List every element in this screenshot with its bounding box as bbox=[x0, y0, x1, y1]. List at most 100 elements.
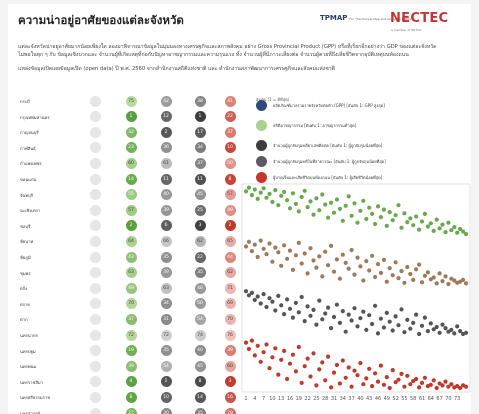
rank-dot bbox=[89, 407, 101, 414]
scatter-point bbox=[411, 223, 416, 228]
tpmap-logo-text: TPMAP bbox=[320, 14, 348, 22]
scatter-point bbox=[408, 271, 413, 277]
rank-dot bbox=[89, 126, 101, 138]
scatter-point bbox=[340, 252, 345, 257]
scatter-point bbox=[390, 273, 395, 278]
scatter-point bbox=[273, 308, 278, 313]
scatter-point bbox=[273, 346, 278, 351]
rank-dot: 57 bbox=[224, 189, 236, 201]
province-name: ชัยภูมิ bbox=[20, 255, 31, 260]
scatter-point bbox=[337, 276, 342, 281]
scatter-point bbox=[296, 310, 301, 315]
scatter-point bbox=[279, 303, 284, 308]
province-name: ชลบุรี bbox=[20, 223, 31, 229]
rank-dot bbox=[89, 282, 101, 294]
province-name: กรุงเทพมหานคร bbox=[20, 114, 50, 120]
scatter-point bbox=[282, 243, 287, 248]
scatter-point bbox=[443, 230, 448, 235]
scatter-point bbox=[428, 221, 433, 226]
scatter-point bbox=[346, 312, 351, 317]
scatter-point bbox=[299, 380, 304, 385]
rank-dot: 3 bbox=[194, 220, 206, 232]
scatter-point bbox=[308, 199, 313, 204]
scatter-point bbox=[364, 327, 369, 332]
rank-dot: 43 bbox=[125, 251, 137, 263]
scatter-point bbox=[323, 202, 328, 207]
rank-dot: 45 bbox=[194, 189, 206, 201]
rank-dot: 39 bbox=[224, 345, 236, 357]
scatter-point bbox=[396, 323, 401, 328]
scatter-point bbox=[461, 229, 466, 234]
scatter-point bbox=[437, 271, 442, 276]
scatter-point bbox=[270, 299, 275, 304]
scatter-point bbox=[329, 243, 334, 248]
scatter-point bbox=[387, 385, 392, 391]
scatter-point bbox=[279, 263, 284, 268]
scatter-point bbox=[296, 240, 301, 245]
scatter-point bbox=[367, 268, 372, 273]
scatter-point bbox=[276, 203, 281, 208]
scatter-point bbox=[320, 274, 325, 279]
rank-dot: 35 bbox=[194, 267, 206, 279]
rank-dot: 60 bbox=[125, 157, 137, 169]
rank-dot: 54 bbox=[160, 360, 172, 372]
scatter-point bbox=[381, 382, 386, 387]
scatter-point bbox=[373, 221, 378, 227]
scatter-point bbox=[440, 222, 445, 227]
scatter-point bbox=[396, 276, 401, 281]
x-tick-label: 46 bbox=[375, 396, 381, 402]
scatter-point bbox=[343, 375, 348, 380]
x-tick-label: 4 bbox=[253, 396, 256, 402]
scatter-point bbox=[264, 195, 269, 200]
rank-dot: 63 bbox=[125, 267, 137, 279]
scatter-point bbox=[431, 275, 436, 280]
scatter-point bbox=[340, 309, 345, 314]
rank-dot: 37 bbox=[224, 126, 236, 138]
scatter-point bbox=[384, 310, 389, 315]
rank-dot bbox=[89, 220, 101, 232]
scatter-point bbox=[255, 196, 260, 201]
x-tick-label: 67 bbox=[436, 396, 442, 402]
scatter-point bbox=[299, 261, 304, 266]
province-name: ชัยนาท bbox=[20, 239, 34, 245]
scatter-point bbox=[299, 194, 304, 200]
rank-dot: 61 bbox=[160, 157, 172, 169]
scatter-point bbox=[399, 225, 404, 230]
scatter-point bbox=[261, 186, 266, 191]
scatter-point bbox=[249, 338, 254, 343]
scatter-point bbox=[452, 331, 457, 336]
scatter-point bbox=[311, 258, 316, 263]
scatter-point bbox=[434, 385, 439, 391]
rank-dot: 74 bbox=[194, 329, 206, 341]
rank-dot: 55 bbox=[125, 189, 137, 201]
rank-dot: 2 bbox=[224, 220, 236, 232]
scatter-point bbox=[308, 246, 313, 251]
scatter-point bbox=[352, 368, 357, 373]
scatter-point bbox=[317, 367, 322, 372]
scatter-point bbox=[287, 206, 293, 211]
scatter-point bbox=[373, 303, 378, 308]
rank-dot: 60 bbox=[224, 360, 236, 372]
rank-dot: 19 bbox=[125, 345, 137, 357]
province-name: ตาก bbox=[20, 317, 28, 323]
rank-dot: 8 bbox=[194, 376, 206, 388]
scatter-point bbox=[390, 368, 395, 373]
rank-dot bbox=[89, 235, 101, 247]
infographic-page: ความน่าอยู่อาศัยของแต่ละจังหวัด TPMAP For… bbox=[8, 4, 471, 414]
rank-dot: 29 bbox=[224, 407, 236, 414]
scatter-point bbox=[323, 311, 328, 316]
scatter-point bbox=[334, 257, 339, 262]
scatter-point bbox=[370, 253, 375, 258]
rank-dot: 31 bbox=[160, 313, 172, 325]
scatter-point bbox=[305, 304, 310, 309]
rank-dot: 44 bbox=[224, 251, 236, 263]
scatter-point bbox=[285, 297, 290, 302]
rank-dot bbox=[89, 142, 101, 154]
scatter-point bbox=[402, 280, 407, 285]
scatter-point bbox=[279, 193, 284, 198]
scatter-point bbox=[349, 213, 354, 218]
scatter-point bbox=[264, 342, 269, 347]
scatter-point bbox=[258, 190, 263, 195]
scatter-point bbox=[326, 215, 331, 220]
scatter-point bbox=[258, 359, 263, 364]
